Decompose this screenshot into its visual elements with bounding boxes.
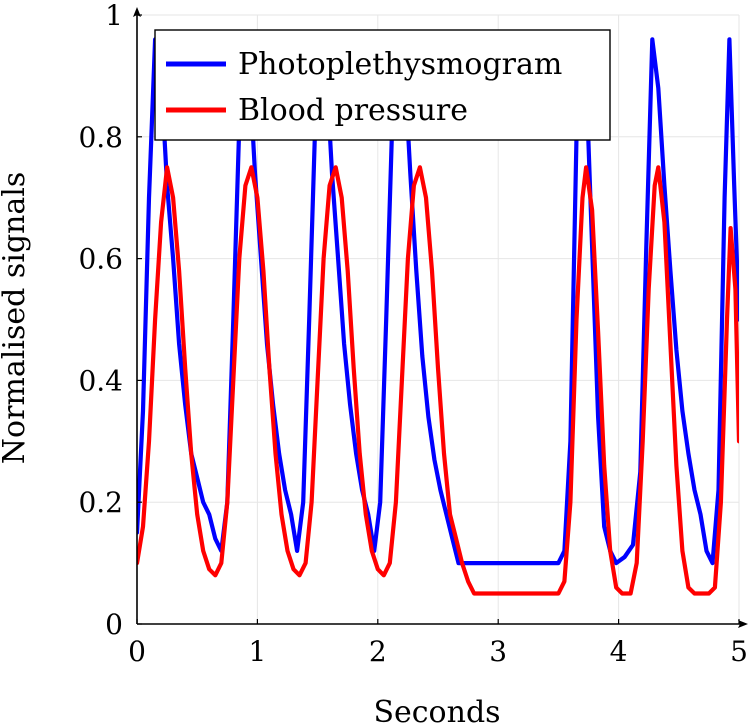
- x-tick-label-2: 2: [369, 635, 387, 668]
- x-tick-label-1: 1: [248, 635, 266, 668]
- axes: [133, 7, 748, 628]
- y-tick-label-1: 0.2: [78, 486, 123, 519]
- x-axis-arrow: [738, 620, 748, 628]
- x-tick-label-0: 0: [128, 635, 146, 668]
- x-axis-title: Seconds: [373, 695, 500, 728]
- x-tick-label-3: 3: [489, 635, 507, 668]
- y-tick-label-0: 0: [105, 608, 123, 641]
- legend-box: [154, 29, 611, 141]
- y-tick-label-5: 1: [105, 0, 123, 32]
- legend: Photoplethysmogram Blood pressure: [154, 29, 611, 141]
- y-tick-label-3: 0.6: [78, 243, 123, 276]
- y-tick-label-4: 0.8: [78, 121, 123, 154]
- legend-label-blood-pressure: Blood pressure: [238, 93, 468, 128]
- y-tick-label-2: 0.4: [78, 364, 123, 397]
- tick-labels: 0 1 2 3 4 5 0 0.2 0.4 0.6 0.8 1: [78, 0, 747, 668]
- legend-label-photoplethysmogram: Photoplethysmogram: [238, 47, 562, 82]
- x-tick-label-4: 4: [610, 635, 628, 668]
- series-line-blood-pressure: [137, 165, 739, 596]
- y-axis-title: Normalised signals: [0, 172, 32, 464]
- x-tick-label-5: 5: [730, 635, 748, 668]
